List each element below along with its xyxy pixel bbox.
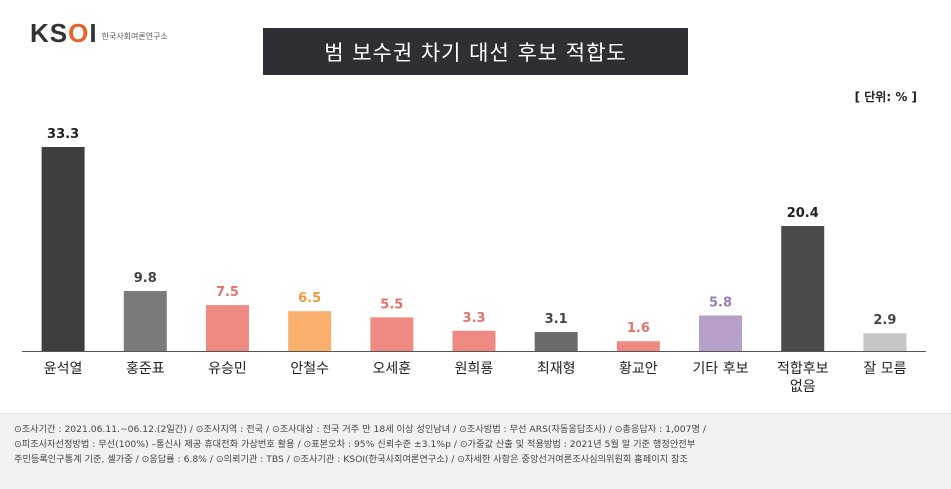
- category-label-0: 윤석열: [44, 361, 83, 377]
- logo-subtitle: 한국사회여론연구소: [101, 32, 168, 41]
- category-label-6: 최재형: [537, 361, 576, 377]
- bar-1: [123, 290, 167, 351]
- category-label-5: 원희룡: [455, 361, 494, 377]
- value-label-10: 2.9: [873, 313, 896, 328]
- category-label-8: 기타 후보: [693, 361, 749, 377]
- bar-6: [534, 332, 578, 351]
- category-label-9-line-0: 적합후보: [777, 361, 829, 377]
- value-label-6: 3.1: [545, 312, 568, 327]
- bar-2: [205, 305, 249, 351]
- category-label-9-line-1: 없음: [790, 379, 816, 395]
- value-label-3: 6.5: [298, 291, 321, 306]
- bar-8: [699, 315, 743, 351]
- category-label-3: 안철수: [290, 361, 329, 377]
- bar-5: [452, 330, 496, 351]
- category-label-10: 잘 모름: [863, 361, 906, 377]
- ksoi-logo: KSOI 한국사회여론연구소: [30, 20, 168, 46]
- bar-0: [41, 147, 85, 351]
- value-label-9: 20.4: [787, 206, 819, 221]
- category-label-1: 홍준표: [126, 361, 165, 377]
- survey-footnote: ⊙조사기간 : 2021.06.11.~06.12.(2일간) / ⊙조사지역 …: [0, 413, 951, 489]
- footnote-line-2: ⊙피조사자선정방법 : 무선(100%) –통신사 제공 휴대전화 가상번호 활…: [14, 439, 696, 450]
- chart-title: 범 보수권 차기 대선 후보 적합도: [263, 28, 688, 75]
- value-label-0: 33.3: [47, 127, 79, 142]
- bar-4: [370, 317, 414, 351]
- bar-chart: 33.3 윤석열 9.8 홍준표 7.5 유승민 6.5 안철수 5.5 오세훈 3.3 원희룡 3.1…: [22, 127, 926, 395]
- value-label-5: 3.3: [462, 311, 485, 326]
- footnote-line-3: 주민등록인구통계 기준, 셀가중 / ⊙응답률 : 6.8% / ⊙의뢰기관 :…: [14, 454, 688, 465]
- category-label-7: 황교안: [619, 361, 658, 377]
- bar-10: [863, 333, 907, 351]
- value-label-7: 1.6: [627, 321, 650, 336]
- value-label-1: 9.8: [134, 271, 157, 286]
- value-label-2: 7.5: [216, 285, 239, 300]
- bar-7: [616, 341, 660, 351]
- value-label-8: 5.8: [709, 295, 732, 310]
- bar-9: [781, 226, 825, 351]
- unit-label: [ 단위: % ]: [854, 90, 917, 104]
- category-label-2: 유승민: [208, 361, 247, 377]
- bar-3: [288, 311, 332, 351]
- footnote-line-1: ⊙조사기간 : 2021.06.11.~06.12.(2일간) / ⊙조사지역 …: [14, 424, 706, 435]
- value-label-4: 5.5: [380, 297, 403, 312]
- logo-mark: KSOI: [30, 18, 98, 48]
- category-label-4: 오세훈: [372, 361, 411, 377]
